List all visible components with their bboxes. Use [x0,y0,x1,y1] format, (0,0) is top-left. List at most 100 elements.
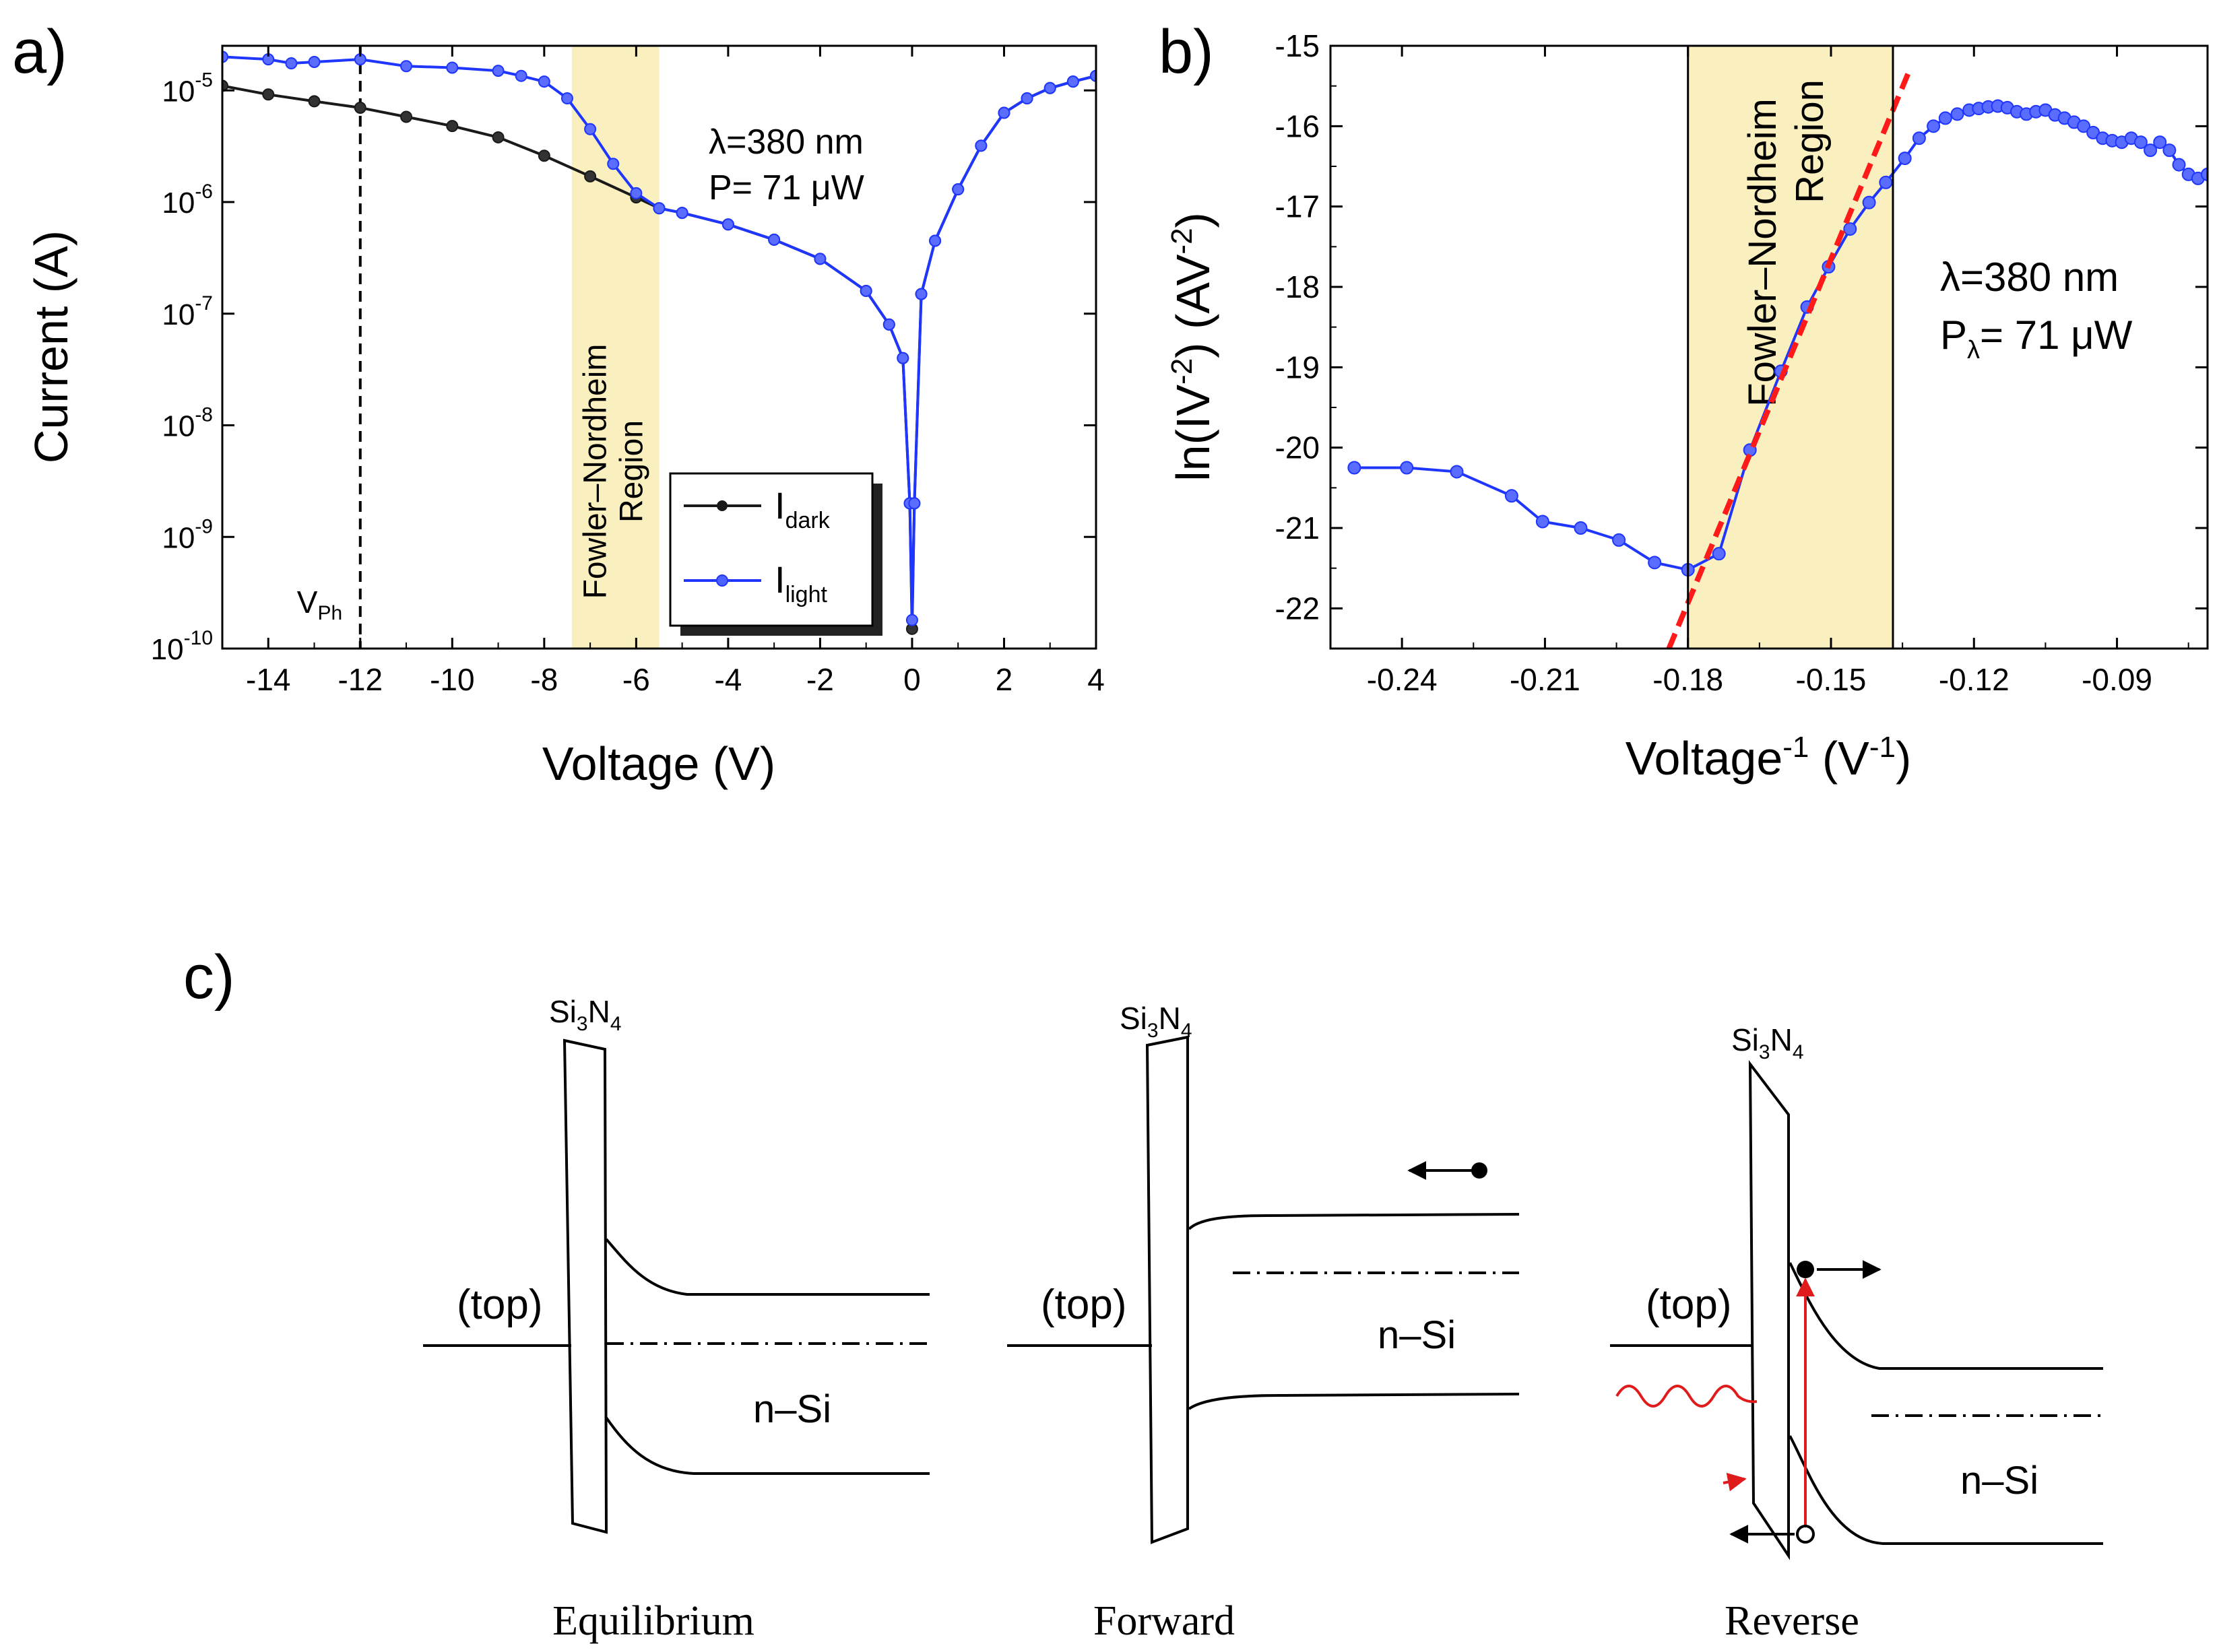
legend-light-marker [716,574,728,587]
top-label-forward: (top) [1041,1282,1126,1328]
panel-b-fn-region-text-1: Fowler–Nordheim [1741,98,1784,407]
panel-a-point-dark [354,101,366,114]
panel-b-point [2153,135,2167,150]
panel-a-point-light [492,65,505,77]
panel-a-y-tick-label: 10-7 [162,292,213,331]
insulator-barrier-reverse [1748,1060,1790,1560]
excited-electron-dot [1797,1261,1814,1278]
panel-a-x-tick-label: 4 [1087,662,1105,697]
panel-b-fit-line [1666,69,1912,649]
panel-a-y-tick-label: 10-10 [151,627,213,666]
panel-a-point-light [814,253,827,265]
panel-a-point-light [285,57,298,70]
panel-b-point [1347,461,1361,475]
insulator-barrier-forward [1145,1035,1189,1544]
panel-a-x-tick-label: -6 [622,662,650,697]
panel-b-point [1712,547,1726,561]
nsi-label-reverse: n–Si [1960,1459,2038,1502]
panel-a-x-tick-label: 0 [903,662,921,697]
panel-a-x-tick-label: 2 [996,662,1013,697]
panel-b-point [1843,222,1857,236]
panel-a-fn-region-text-2: Region [614,420,650,523]
panel-a-point-dark [584,170,597,183]
panel-b-y-tick-label: -18 [1275,269,1320,304]
legend-box [669,472,874,627]
panel-a-point-light [908,497,921,510]
panel-a-point-dark [308,95,321,108]
panel-a-label: a) [12,18,67,86]
conduction-band-reverse [1789,1262,2103,1370]
panel-a-series-line-light [222,55,1096,620]
valence-band-reverse [1789,1435,2103,1545]
insulator-barrier-equilibrium [562,1038,608,1534]
panel-a-point-light [860,284,872,297]
panel-a-point-light [400,60,413,73]
legend-dark-marker [717,500,728,511]
panel-b-point [1504,489,1518,503]
panel-b-x-axis-label: Voltage-1 (V-1) [1626,731,1912,785]
si3n4-label-reverse: Si3N4 [1731,1022,1804,1063]
panel-a-point-light [538,75,550,88]
panel-b-y-tick-label: -19 [1275,350,1320,385]
panel-a-point-light [721,218,734,231]
panel-b-y-tick-label: -20 [1275,430,1320,465]
panel-a-x-tick-label: -12 [338,662,383,697]
panel-b-point [2077,119,2091,133]
panel-a-point-light [1066,75,1079,88]
panel-b-x-tick-label: -0.21 [1510,662,1580,697]
panel-b-label: b) [1159,18,1214,86]
panel-a-point-dark [222,79,228,92]
panel-a-point-light [1090,69,1096,82]
panel-a-point-light [560,92,573,104]
panel-a-point-light [1021,92,1033,104]
panel-a-power-annotation: P= 71 μW [709,168,864,207]
top-label-equilibrium: (top) [457,1282,542,1328]
panel-b-point [1535,515,1549,529]
panel-a-x-tick-label: -14 [246,662,290,697]
panel-a-fn-region-text-1: Fowler–Nordheim [578,344,614,599]
panel-b-y-tick-label: -21 [1275,510,1320,546]
panel-a-y-tick-label: 10-9 [162,515,213,554]
panel-b-point [1612,533,1626,547]
panel-b-point [1927,119,1941,133]
panel-a-y-tick-label: 10-5 [162,69,213,108]
title-forward: Forward [1093,1598,1235,1644]
panel-a-y-axis-label: Current (A) [25,230,77,463]
panel-a-point-light [1043,81,1056,94]
legend-dark-label: Idark [775,484,831,533]
valence-band-equilibrium [605,1416,930,1475]
panel-a-point-dark [400,110,413,123]
photon-arrow [1723,1472,1747,1492]
panel-b-point [1400,461,1414,475]
panel-a-point-light [768,233,781,246]
panel-b-y-tick-label: -17 [1275,189,1320,224]
nsi-label-forward: n–Si [1378,1313,1456,1357]
hole-circle [1796,1525,1815,1544]
panel-b-point [1879,175,1893,189]
panel-b-point [1450,465,1464,479]
panel-a-fn-region-shade [571,46,660,649]
band-diagram-reverse: Si3N4 (top) n–Si Reverse [1610,1022,2103,1644]
panel-b-x-tick-label: -0.18 [1652,662,1723,697]
panel-b-y-tick-label: -16 [1275,108,1320,143]
panel-b-fn-region-text-2: Region [1788,79,1832,203]
si3n4-label-forward: Si3N4 [1120,1001,1192,1042]
panel-a-wavelength-annotation: λ=380 nm [709,123,864,162]
panel-a-point-light [222,51,228,63]
panel-a-point-light [446,61,459,74]
panel-a-point-light [905,614,918,626]
legend-light-label: Ilight [775,558,827,607]
nsi-label-equilibrium: n–Si [753,1387,831,1431]
panel-b-point [1950,107,1964,121]
title-equilibrium: Equilibrium [552,1598,754,1644]
panel-b-x-tick-label: -0.24 [1367,662,1438,697]
panel-a-point-light [676,207,688,220]
panel-b-point [1648,556,1662,570]
panel-a-series [222,51,1096,635]
panel-a-point-light [308,55,321,68]
panel-b-point [2144,143,2158,158]
panel-b-point [2201,167,2208,181]
panel-a-x-tick-label: -2 [806,662,834,697]
panel-b-x-tick-label: -0.12 [1939,662,2009,697]
